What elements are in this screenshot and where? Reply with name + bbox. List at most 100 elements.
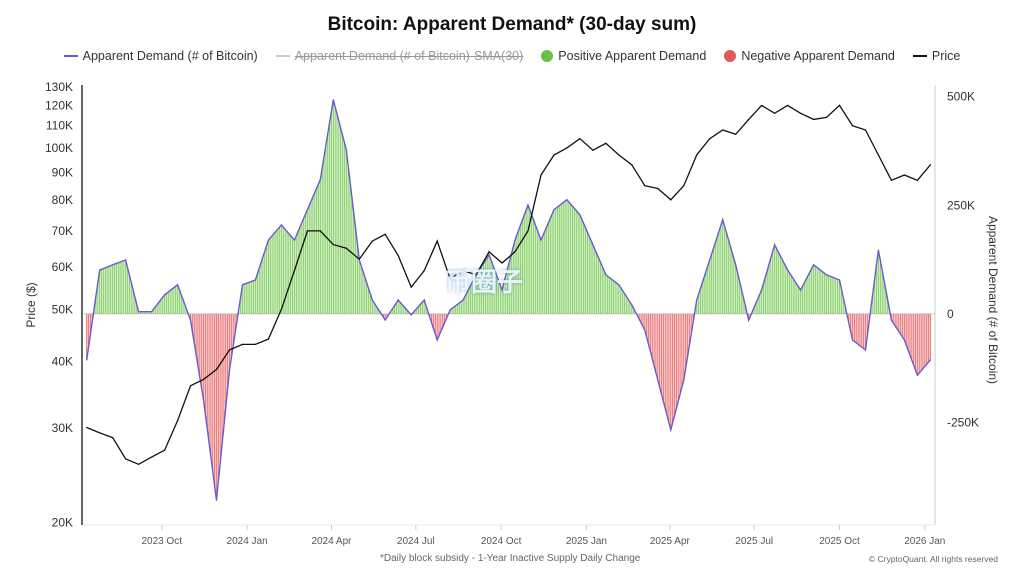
footnote: *Daily block subsidy - 1-Year Inactive S… [380, 553, 641, 564]
demand-point [566, 199, 568, 201]
demand-point [228, 369, 231, 371]
demand-point [696, 299, 698, 301]
price-point [176, 420, 179, 422]
y-left-tick-label: 90K [52, 165, 73, 179]
price-point [903, 174, 906, 176]
demand-point [488, 254, 490, 256]
dot-swatch-icon [724, 50, 737, 62]
y-left-tick-label: 110K [46, 119, 73, 133]
x-tick-label: 2024 Jul [397, 536, 435, 547]
demand-point [838, 279, 841, 281]
demand-point [903, 339, 906, 341]
price-point [735, 133, 737, 135]
demand-point [371, 299, 373, 301]
legend-item-price[interactable]: Price [912, 49, 960, 63]
demand-point [280, 224, 282, 226]
demand-point [748, 319, 750, 321]
demand-point [215, 499, 218, 501]
demand-point [449, 309, 451, 311]
demand-point [631, 304, 633, 306]
demand-point [176, 284, 179, 286]
demand-point [916, 374, 918, 376]
demand-point [618, 284, 620, 286]
price-point [592, 149, 594, 151]
y-right-tick-label: 250K [947, 198, 975, 212]
demand-point [86, 359, 88, 361]
demand-point [306, 209, 308, 211]
price-point [410, 286, 412, 288]
legend-item-negative[interactable]: Negative Apparent Demand [724, 49, 895, 63]
price-point [929, 164, 931, 166]
price-point [799, 112, 802, 114]
legend-item-sma[interactable]: Apparent Demand (# of Bitcoin)-SMA(30) [275, 49, 523, 63]
demand-point [202, 399, 205, 401]
demand-point [722, 219, 724, 221]
line-swatch-icon [275, 55, 290, 57]
price-point [125, 458, 127, 460]
demand-point [241, 284, 244, 286]
price-point [579, 138, 581, 140]
price-point [696, 154, 698, 156]
price-point [306, 230, 308, 232]
demand-point [761, 289, 763, 291]
y-right-tick-label: 0 [947, 307, 954, 321]
price-point [553, 154, 555, 156]
demand-point [670, 429, 672, 431]
demand-line [86, 99, 931, 501]
price-point [112, 437, 114, 439]
demand-point [683, 379, 685, 381]
line-swatch-icon [912, 55, 927, 57]
y-left-tick-label: 100K [45, 141, 73, 155]
price-point [514, 251, 516, 253]
demand-point [605, 274, 607, 276]
price-point [397, 254, 399, 257]
demand-point [189, 319, 192, 321]
y-left-tick-label: 70K [52, 224, 73, 238]
price-point [99, 432, 101, 434]
demand-point [553, 209, 555, 211]
demand-point [514, 239, 516, 241]
price-point [345, 247, 347, 249]
y-left-tick-label: 20K [52, 516, 73, 530]
price-point [371, 240, 373, 242]
price-point [527, 230, 529, 232]
demand-point [657, 379, 659, 381]
demand-point [436, 339, 438, 341]
demand-point [890, 319, 893, 321]
y-right-tick-label: 500K [947, 90, 975, 104]
price-point [138, 463, 140, 465]
price-point [151, 456, 153, 458]
demand-point [644, 329, 646, 331]
legend-label: Positive Apparent Demand [558, 49, 707, 63]
demand-point [462, 299, 464, 301]
price-point [241, 343, 244, 346]
price-point [319, 230, 321, 232]
demand-point [125, 259, 127, 261]
price-point [851, 125, 854, 127]
price-point [838, 104, 841, 107]
x-tick-label: 2023 Oct [142, 536, 183, 547]
demand-point [877, 249, 880, 251]
demand-point [384, 319, 386, 321]
demand-point [709, 259, 711, 261]
price-point [761, 104, 763, 107]
price-point [657, 187, 659, 190]
price-point [228, 349, 231, 351]
demand-point [929, 359, 931, 361]
price-point [566, 147, 568, 149]
y-left-tick-label: 30K [52, 421, 73, 435]
price-point [462, 270, 464, 272]
demand-point [423, 299, 425, 301]
legend-item-demand[interactable]: Apparent Demand (# of Bitcoin) [63, 49, 258, 63]
legend-item-positive[interactable]: Positive Apparent Demand [541, 49, 706, 63]
price-point [877, 154, 880, 156]
price-point [189, 385, 192, 387]
price-point [163, 449, 166, 451]
demand-point [99, 269, 101, 271]
demand-point [163, 294, 166, 296]
price-point [501, 262, 503, 264]
y-left-tick-label: 40K [52, 354, 73, 368]
price-point [825, 116, 828, 118]
demand-point [293, 239, 295, 241]
price-point [722, 129, 724, 131]
